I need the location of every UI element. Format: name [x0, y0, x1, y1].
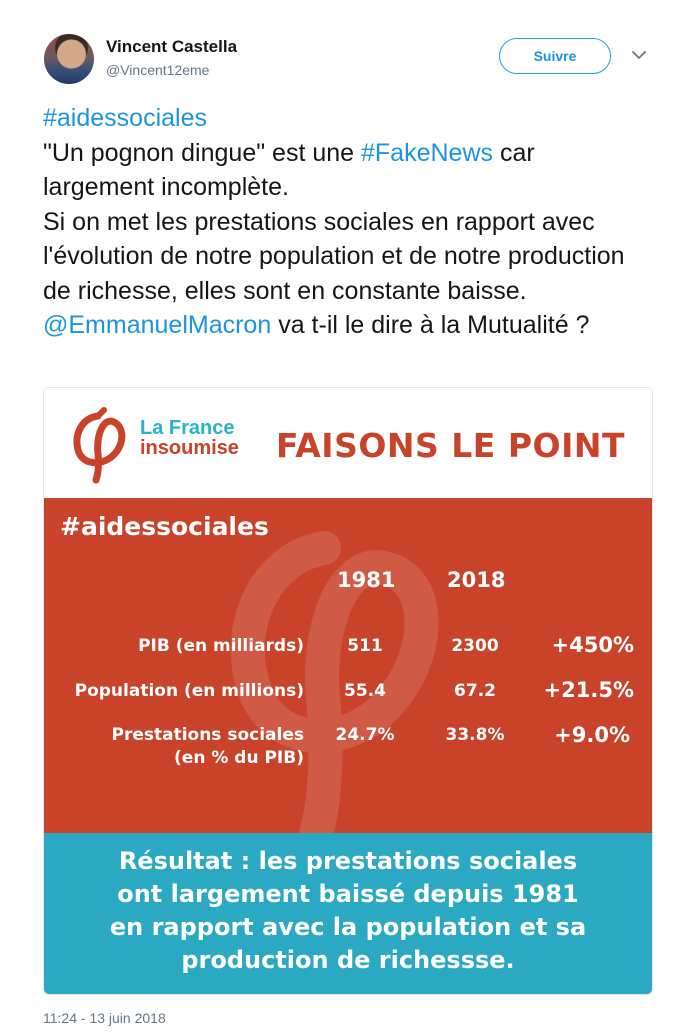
- avatar[interactable]: [44, 34, 94, 84]
- data-table-panel: #aidessociales 1981 2018 PIB (en milliar…: [44, 498, 652, 833]
- row-label-prestations: Prestations sociales: [111, 725, 304, 745]
- image-hashtag: #aidessociales: [60, 512, 269, 541]
- logo-line1: La France: [140, 417, 235, 439]
- cell-population-1981: 55.4: [344, 681, 386, 701]
- result-panel: Résultat : les prestations sociales ont …: [44, 833, 652, 994]
- follow-button[interactable]: Suivre: [499, 38, 611, 74]
- phi-watermark-icon: [230, 531, 439, 833]
- banner-title: FAISONS LE POINT: [276, 426, 625, 465]
- cell-prestations-1981: 24.7%: [335, 725, 395, 745]
- result-line: Résultat : les prestations sociales: [118, 847, 578, 875]
- mention-link[interactable]: @EmmanuelMacron: [43, 311, 272, 339]
- row-label-pib: PIB (en milliards): [138, 636, 304, 656]
- cell-prestations-2018: 33.8%: [445, 725, 505, 745]
- author-handle[interactable]: @Vincent12eme: [106, 62, 210, 78]
- delta-prestations: +9.0%: [554, 723, 630, 747]
- tweet-text-part: "Un pognon dingue" est une: [43, 138, 361, 167]
- cell-pib-2018: 2300: [451, 636, 499, 656]
- result-line: en rapport avec la population et sa: [109, 913, 587, 941]
- hashtag-link[interactable]: #aidessociales: [43, 104, 207, 132]
- image-banner: La France insoumise FAISONS LE POINT: [44, 388, 652, 498]
- hashtag-link[interactable]: #FakeNews: [361, 138, 493, 167]
- row-label-prestations-sub: (en % du PIB): [174, 748, 304, 768]
- row-label-population: Population (en millions): [74, 681, 304, 701]
- tweet-text: #aidessociales "Un pognon dingue" est un…: [43, 101, 643, 343]
- column-header-2018: 2018: [447, 568, 506, 592]
- cell-population-2018: 67.2: [454, 681, 496, 701]
- result-line: ont largement baissé depuis 1981: [117, 880, 579, 908]
- phi-logo-icon: [73, 407, 126, 484]
- result-line: production de richessse.: [181, 946, 515, 974]
- delta-population: +21.5%: [543, 678, 634, 702]
- chevron-down-icon[interactable]: [630, 46, 648, 64]
- tweet-image[interactable]: La France insoumise FAISONS LE POINT #ai…: [43, 387, 653, 995]
- tweet-timestamp[interactable]: 11:24 - 13 juin 2018: [43, 1010, 166, 1026]
- logo-line2: insoumise: [140, 437, 239, 459]
- cell-pib-1981: 511: [347, 636, 383, 656]
- delta-pib: +450%: [551, 633, 634, 657]
- author-name[interactable]: Vincent Castella: [106, 37, 238, 56]
- tweet-text-part: va t-il le dire à la Mutualité ?: [271, 311, 590, 339]
- column-header-1981: 1981: [337, 568, 396, 592]
- tweet-header: Vincent Castella @Vincent12eme Suivre: [44, 34, 654, 86]
- lfi-logo-text: La France insoumise: [140, 418, 239, 458]
- tweet-text-part: car largement incomplète. Si on met les …: [43, 138, 625, 305]
